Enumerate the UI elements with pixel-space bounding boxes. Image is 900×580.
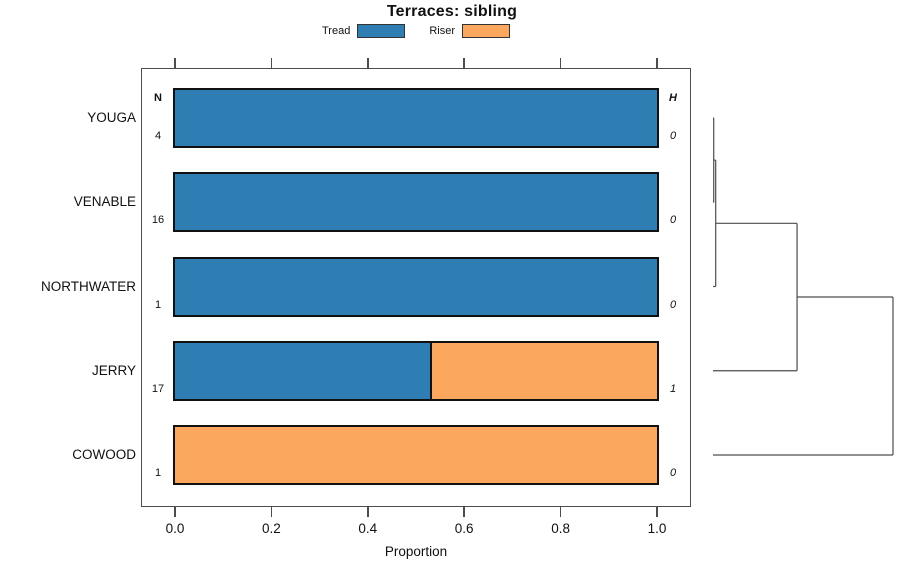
h-value: 0: [669, 298, 677, 311]
category-label: YOUGA: [87, 110, 136, 125]
stacked-bar: [173, 256, 659, 317]
x-tick-label: 0.4: [358, 521, 378, 536]
x-tick: [270, 507, 273, 517]
h-value: 0: [669, 130, 677, 142]
x-tick: [174, 507, 176, 517]
x-axis-title: Proportion: [384, 544, 448, 559]
stacked-bar: [173, 425, 659, 485]
category-label: NORTHWATER: [41, 278, 136, 294]
legend-label-riser: Riser: [429, 25, 455, 37]
x-tick: [559, 58, 562, 68]
x-tick-label: 0.0: [165, 521, 185, 536]
x-tick-label: 1.0: [647, 521, 667, 536]
x-tick: [656, 507, 658, 517]
bar-segment-tread: [175, 258, 657, 315]
h-value: 0: [669, 214, 677, 227]
n-value: 17: [151, 382, 165, 395]
bar-segment-tread: [175, 342, 430, 399]
tread-color-swatch: [357, 24, 406, 38]
legend: Tread Riser: [0, 24, 832, 38]
h-column-header: H: [669, 92, 677, 104]
x-tick-label: 0.8: [551, 521, 570, 536]
category-label: COWOOD: [72, 447, 136, 462]
chart-title: Terraces: sibling: [386, 3, 518, 20]
h-value: 0: [669, 467, 677, 479]
x-tick: [559, 507, 562, 517]
n-value: 4: [154, 130, 162, 142]
x-tick-label: 0.2: [262, 521, 281, 536]
stacked-bar: [173, 88, 659, 148]
x-tick: [463, 58, 465, 68]
category-label: VENABLE: [73, 194, 136, 210]
h-value: 1: [669, 382, 677, 395]
bar-segment-riser: [175, 427, 657, 483]
stacked-bar: [173, 172, 659, 233]
riser-color-swatch: [462, 24, 510, 38]
x-tick: [367, 507, 369, 517]
x-tick: [463, 507, 465, 517]
x-tick-label: 0.6: [454, 521, 474, 536]
n-value: 1: [154, 467, 162, 479]
category-label: JERRY: [91, 362, 136, 378]
bar-segment-tread: [175, 90, 657, 146]
legend-item-riser: Riser: [429, 24, 510, 38]
x-tick: [270, 58, 273, 68]
legend-label-tread: Tread: [322, 25, 351, 37]
bar-segment-tread: [175, 174, 657, 231]
n-value: 1: [154, 298, 162, 311]
legend-item-tread: Tread: [322, 24, 406, 38]
x-tick: [367, 58, 369, 68]
n-value: 16: [151, 214, 165, 227]
x-tick: [656, 58, 658, 68]
bar-segment-riser: [430, 342, 657, 399]
stacked-bar: [173, 340, 659, 401]
n-column-header: N: [154, 92, 162, 104]
plot-panel: [141, 68, 691, 507]
x-tick: [174, 58, 176, 68]
